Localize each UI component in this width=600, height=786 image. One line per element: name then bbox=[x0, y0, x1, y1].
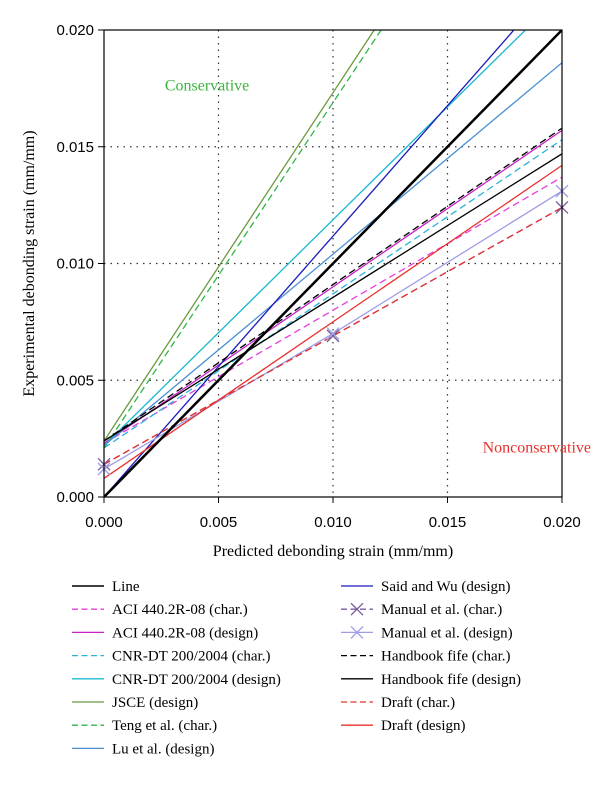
legend-item-handbook-fife-design: Handbook fife (design) bbox=[341, 672, 521, 688]
legend-item-manual-et-al-char: Manual et al. (char.) bbox=[341, 602, 502, 618]
series-line-aci-440-2r-08-char bbox=[104, 176, 562, 444]
x-tick-label: 0.020 bbox=[543, 514, 581, 531]
series-line-teng-et-al-char bbox=[104, 30, 382, 449]
legend-item-aci-440-2r-08-char: ACI 440.2R-08 (char.) bbox=[72, 602, 248, 618]
y-tick-label: 0.000 bbox=[56, 489, 94, 506]
legend-item-cnr-dt-200-2004-design: CNR-DT 200/2004 (design) bbox=[72, 672, 281, 688]
legend-item-said-and-wu-design: Said and Wu (design) bbox=[341, 579, 511, 595]
series-line-cnr-dt-200-2004-design bbox=[104, 30, 526, 447]
x-tick-label: 0.015 bbox=[429, 514, 467, 531]
x-axis-title: Predicted debonding strain (mm/mm) bbox=[213, 543, 453, 560]
legend-label: Manual et al. (char.) bbox=[381, 602, 502, 618]
legend-item-line: Line bbox=[72, 579, 140, 595]
series-line-said-and-wu-design bbox=[104, 30, 515, 497]
legend-item-lu-et-al-design: Lu et al. (design) bbox=[72, 741, 214, 757]
legend-label: JSCE (design) bbox=[112, 695, 198, 711]
legend-item-teng-et-al-char: Teng et al. (char.) bbox=[72, 718, 217, 734]
legend-label: Lu et al. (design) bbox=[112, 741, 214, 757]
marker-manual-et-al-char bbox=[326, 329, 340, 343]
axis-ticks: 0.000 0.005 0.010 0.015 0.020 0.000 0.005 0.010… bbox=[56, 22, 580, 531]
legend-label: Handbook fife (char.) bbox=[381, 649, 511, 665]
series-line-draft-design bbox=[104, 164, 562, 479]
legend-marker bbox=[350, 625, 364, 639]
legend-label: Handbook fife (design) bbox=[381, 672, 521, 688]
x-tick-label: 0.000 bbox=[85, 514, 123, 531]
series-line-line bbox=[104, 30, 562, 497]
legend-label: ACI 440.2R-08 (design) bbox=[112, 625, 258, 641]
legend-label: CNR-DT 200/2004 (design) bbox=[112, 672, 281, 688]
series-lines bbox=[104, 30, 562, 497]
legend-item-cnr-dt-200-2004-char: CNR-DT 200/2004 (char.) bbox=[72, 649, 270, 665]
legend-label: Draft (design) bbox=[381, 718, 466, 734]
y-tick-label: 0.020 bbox=[56, 22, 94, 39]
legend-item-handbook-fife-char: Handbook fife (char.) bbox=[341, 649, 511, 665]
y-tick-label: 0.010 bbox=[56, 256, 94, 273]
series-line-lu-et-al-design bbox=[104, 62, 562, 447]
y-axis-title: Experimental debonding strain (mm/mm) bbox=[21, 130, 38, 396]
series-line-handbook-fife-char bbox=[104, 127, 562, 442]
series-line-cnr-dt-200-2004-char bbox=[104, 139, 562, 449]
annotation-conservative: Conservative bbox=[165, 78, 249, 95]
y-tick-label: 0.005 bbox=[56, 372, 94, 389]
series-line-handbook-fife-design bbox=[104, 153, 562, 442]
legend-item-draft-design: Draft (design) bbox=[341, 718, 466, 734]
legend-label: Draft (char.) bbox=[381, 695, 455, 711]
legend: Line ACI 440.2R-08 (char.) ACI 440.2R-08 (… bbox=[72, 579, 521, 757]
series-line-jsce-design bbox=[104, 30, 375, 442]
legend-item-manual-et-al-design: Manual et al. (design) bbox=[341, 625, 513, 641]
x-tick-label: 0.005 bbox=[200, 514, 238, 531]
legend-label: Said and Wu (design) bbox=[381, 579, 511, 595]
x-tick-label: 0.010 bbox=[314, 514, 352, 531]
legend-label: Manual et al. (design) bbox=[381, 625, 513, 641]
legend-label: Line bbox=[112, 579, 140, 595]
marker-manual-et-al-design bbox=[326, 327, 340, 341]
series-line-aci-440-2r-08-design bbox=[104, 129, 562, 444]
legend-label: ACI 440.2R-08 (char.) bbox=[112, 602, 248, 618]
legend-marker bbox=[350, 602, 364, 616]
legend-label: Teng et al. (char.) bbox=[112, 718, 217, 734]
legend-item-jsce-design: JSCE (design) bbox=[72, 695, 198, 711]
annotation-nonconservative: Nonconservative bbox=[483, 440, 591, 457]
legend-label: CNR-DT 200/2004 (char.) bbox=[112, 649, 270, 665]
y-tick-label: 0.015 bbox=[56, 139, 94, 156]
legend-item-draft-char: Draft (char.) bbox=[341, 695, 455, 711]
legend-item-aci-440-2r-08-design: ACI 440.2R-08 (design) bbox=[72, 625, 258, 641]
